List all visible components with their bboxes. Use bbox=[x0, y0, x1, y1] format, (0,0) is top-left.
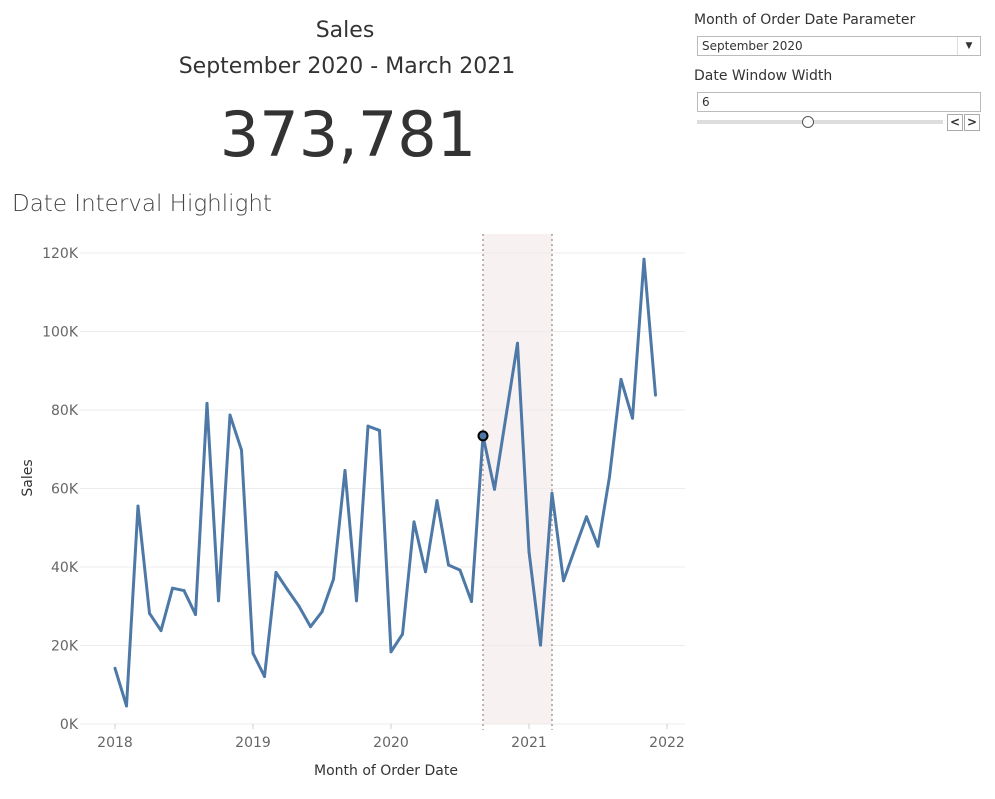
y-axis-title: Sales bbox=[20, 459, 36, 496]
data-point bbox=[573, 547, 577, 551]
x-tick-label: 2020 bbox=[373, 735, 409, 751]
data-point bbox=[619, 377, 623, 381]
y-tick-label: 60K bbox=[51, 482, 79, 498]
data-point bbox=[493, 487, 496, 491]
data-point bbox=[274, 570, 278, 574]
window-width-slider[interactable] bbox=[697, 120, 943, 124]
data-point bbox=[320, 610, 324, 614]
data-point bbox=[412, 520, 416, 524]
data-point bbox=[182, 589, 186, 593]
month-parameter-label: Month of Order Date Parameter bbox=[694, 12, 916, 28]
data-point bbox=[631, 416, 634, 420]
window-width-input[interactable]: 6 bbox=[697, 92, 981, 112]
data-point bbox=[228, 413, 232, 417]
data-point bbox=[136, 504, 140, 508]
data-point bbox=[286, 588, 289, 592]
data-point bbox=[332, 577, 335, 581]
data-point bbox=[527, 550, 531, 554]
data-point bbox=[516, 341, 519, 345]
data-point bbox=[125, 704, 128, 708]
data-point bbox=[435, 499, 439, 503]
y-tick-label: 120K bbox=[42, 246, 79, 262]
data-point bbox=[355, 599, 358, 603]
data-point bbox=[389, 650, 393, 654]
data-point bbox=[217, 599, 220, 603]
data-point bbox=[550, 491, 554, 495]
data-point bbox=[343, 468, 347, 472]
data-point bbox=[401, 632, 404, 636]
x-tick-label: 2019 bbox=[235, 735, 271, 751]
data-point bbox=[378, 428, 381, 432]
y-tick-label: 0K bbox=[60, 717, 79, 733]
y-tick-label: 100K bbox=[42, 325, 79, 341]
data-point bbox=[366, 424, 370, 428]
x-tick-label: 2018 bbox=[97, 735, 133, 751]
data-point bbox=[539, 643, 542, 647]
chart-title: Date Interval Highlight bbox=[12, 191, 272, 217]
data-point bbox=[447, 563, 450, 567]
date-range-subtitle: September 2020 - March 2021 bbox=[178, 54, 516, 79]
data-point bbox=[470, 600, 473, 604]
x-tick-label: 2022 bbox=[649, 735, 685, 751]
data-point bbox=[585, 515, 588, 519]
selected-month-marker bbox=[477, 430, 489, 442]
x-tick-label: 2021 bbox=[511, 735, 547, 751]
data-point bbox=[297, 604, 301, 608]
dashboard-title: Sales bbox=[315, 18, 375, 43]
data-point bbox=[562, 579, 565, 583]
month-parameter-dropdown[interactable]: September 2020 ▼ bbox=[697, 36, 981, 56]
data-point bbox=[113, 666, 117, 670]
increment-button[interactable]: > bbox=[964, 114, 980, 131]
data-point bbox=[251, 651, 255, 655]
data-point bbox=[642, 257, 646, 261]
data-point bbox=[240, 448, 243, 452]
data-point bbox=[608, 475, 611, 479]
data-point bbox=[159, 629, 163, 633]
data-point bbox=[424, 570, 427, 574]
x-axis-title: Month of Order Date bbox=[314, 763, 458, 779]
data-point bbox=[148, 611, 151, 615]
sales-kpi-value: 373,781 bbox=[219, 98, 477, 171]
data-point bbox=[171, 586, 174, 590]
window-width-label: Date Window Width bbox=[694, 68, 833, 84]
month-parameter-value: September 2020 bbox=[702, 39, 803, 53]
data-point bbox=[504, 414, 508, 418]
sales-line bbox=[113, 257, 657, 708]
data-point bbox=[596, 544, 600, 548]
data-point bbox=[263, 675, 266, 679]
y-tick-label: 20K bbox=[51, 639, 79, 655]
data-point bbox=[458, 568, 462, 572]
data-point bbox=[309, 625, 312, 629]
slider-thumb[interactable] bbox=[801, 116, 814, 128]
decrement-button[interactable]: < bbox=[947, 114, 963, 131]
data-point bbox=[654, 393, 657, 397]
y-tick-label: 80K bbox=[51, 403, 79, 419]
y-tick-label: 40K bbox=[51, 560, 79, 576]
data-point bbox=[205, 401, 209, 405]
data-point bbox=[194, 612, 197, 616]
chevron-down-icon[interactable]: ▼ bbox=[957, 37, 980, 55]
